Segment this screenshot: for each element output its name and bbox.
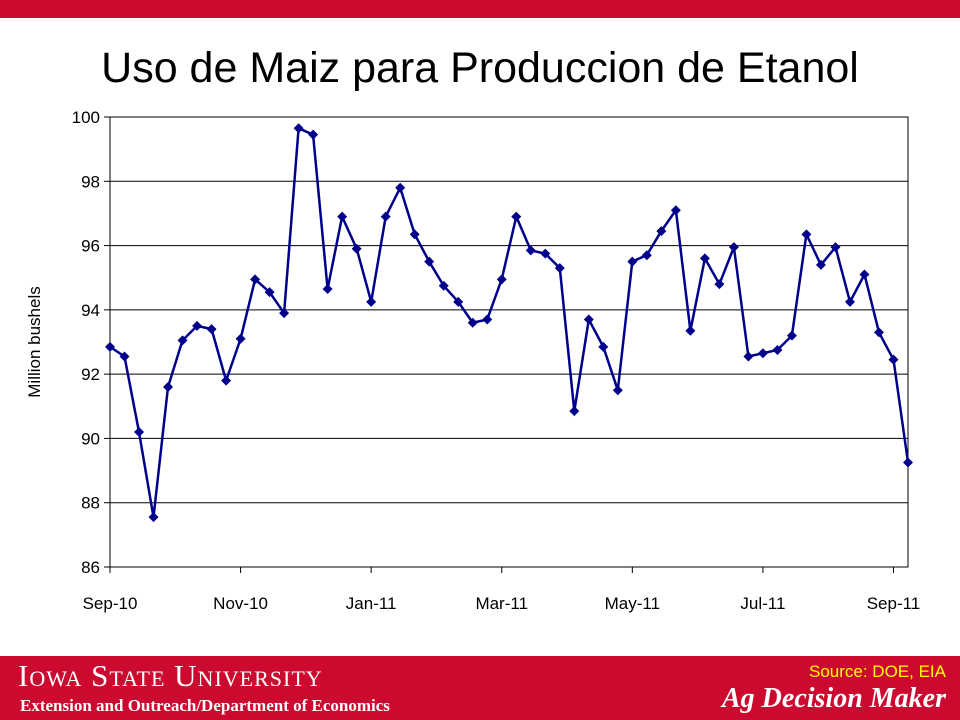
x-tick-label: Nov-10 [213,594,268,613]
data-point-marker [409,229,420,240]
data-point-marker [453,296,464,307]
data-point-marker [583,314,594,325]
data-point-marker [250,274,261,285]
data-point-marker [670,205,681,216]
y-tick-label: 94 [81,301,100,320]
data-point-marker [177,335,188,346]
data-point-marker [293,123,304,134]
x-tick-label: Jul-11 [740,594,785,613]
data-point-marker [163,382,174,392]
data-point-marker [743,351,754,362]
y-tick-label: 88 [81,494,100,513]
source-note: Source: DOE, EIA [809,662,946,681]
data-point-marker [728,242,739,253]
plot-frame [109,116,909,568]
y-tick-label: 86 [81,558,100,577]
series-markers [105,123,913,523]
data-point-marker [844,296,855,307]
data-point-marker [206,324,217,335]
data-point-marker [134,427,145,437]
data-point-marker [380,211,391,222]
brand-text: Ag Decision Maker [722,683,946,714]
data-point-marker [264,287,275,298]
x-tick-label: May-11 [605,594,660,613]
data-point-marker [148,512,159,523]
y-tick-label: 98 [81,172,100,191]
data-point-marker [235,333,246,344]
data-point-marker [786,330,797,341]
series-line [109,126,910,518]
data-point-marker [627,256,638,267]
y-tick-label: 100 [72,108,100,127]
data-point-marker [903,457,913,468]
grid-lines [110,180,908,504]
data-point-marker [366,296,377,307]
data-point-marker [322,283,333,294]
data-point-marker [801,229,812,240]
data-point-marker [772,345,783,356]
data-point-marker [873,327,884,338]
data-point-marker [424,256,435,267]
x-axis-ticks: Sep-10 Nov-10 Jan-11 Mar-11 May-11 Jul-11 Sep-… [83,567,921,613]
y-tick-label: 90 [81,429,100,448]
data-point-marker [192,320,203,331]
data-point-marker [308,129,319,140]
data-point-marker [279,308,290,319]
data-point-marker [105,341,115,352]
data-point-marker [830,242,841,253]
data-point-marker [699,253,710,264]
data-point-marker [337,211,348,222]
x-tick-label: Sep-10 [83,594,138,613]
data-point-marker [888,354,899,365]
data-point-marker [438,280,449,291]
data-point-marker [641,250,652,261]
y-tick-label: 92 [81,365,100,384]
data-point-marker [714,279,725,290]
x-tick-label: Mar-11 [475,594,528,613]
department-text: Extension and Outreach/Department of Eco… [20,696,390,715]
data-point-marker [540,248,551,259]
data-point-marker [598,341,609,352]
data-point-marker [656,226,667,237]
y-axis-ticks: 86 88 90 92 94 96 98 100 [72,108,110,577]
data-point-marker [815,259,826,270]
x-tick-label: Sep-11 [867,594,921,613]
line-chart: 86 88 90 92 94 96 98 100 Sep-10 Nov-10 Jan-11 Mar-… [25,108,921,613]
data-point-marker [351,243,362,254]
top-accent-bar [0,0,960,18]
data-point-marker [395,182,406,193]
data-point-marker [859,269,870,280]
data-point-marker [119,351,130,362]
data-point-marker [467,317,478,328]
x-tick-label: Jan-11 [346,594,397,613]
page-title: Uso de Maiz para Produccion de Etanol [101,44,859,92]
data-point-marker [221,375,232,386]
data-point-marker [511,211,522,222]
data-point-marker [569,406,580,417]
university-logo-text: Iowa State University [18,658,323,693]
data-point-marker [685,325,696,336]
data-point-marker [554,263,565,274]
data-point-marker [496,274,507,285]
y-axis-label: Million bushels [25,286,44,398]
data-point-marker [612,385,623,396]
y-tick-label: 96 [81,237,100,256]
data-point-marker [482,314,493,325]
data-point-marker [757,348,768,359]
data-point-marker [525,245,536,256]
footer-bar: Iowa State University Extension and Outr… [0,656,960,720]
